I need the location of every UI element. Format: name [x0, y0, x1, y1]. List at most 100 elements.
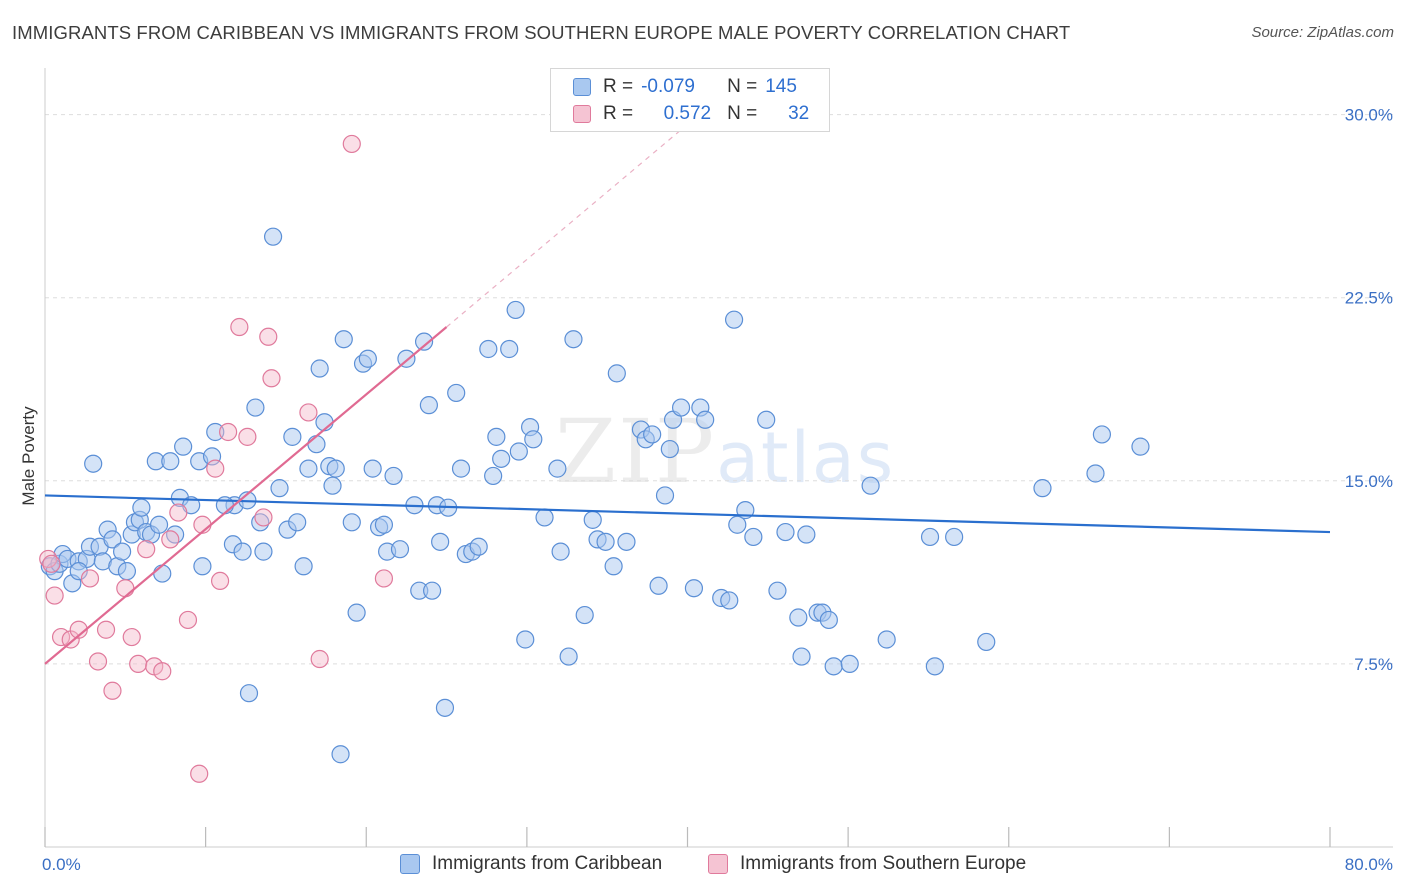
- data-point-southern-europe: [230, 317, 249, 337]
- legend-r-label: R =: [603, 76, 634, 97]
- data-point-caribbean: [945, 527, 964, 547]
- bottom-legend-label: Immigrants from Southern Europe: [740, 853, 1027, 874]
- axis-labels: 7.5% 15.0% 22.5% 30.0% 0.0% 80.0% Male Poverty: [19, 106, 1393, 874]
- legend-n-label: N =: [727, 103, 758, 124]
- data-point-southern-europe: [254, 508, 273, 527]
- data-point-caribbean: [1033, 479, 1052, 498]
- data-point-caribbean: [206, 422, 225, 442]
- data-point-caribbean: [299, 459, 318, 478]
- data-point-caribbean: [193, 557, 212, 576]
- data-point-caribbean: [564, 330, 583, 349]
- x-tick-label: 0.0%: [42, 855, 81, 874]
- data-point-caribbean: [307, 435, 326, 454]
- data-point-caribbean: [877, 630, 896, 649]
- data-point-caribbean: [535, 508, 554, 527]
- data-point-caribbean: [323, 476, 342, 495]
- data-point-caribbean: [374, 515, 394, 534]
- data-point-caribbean: [548, 459, 567, 478]
- y-tick-label: 7.5%: [1354, 655, 1393, 674]
- data-point-caribbean: [768, 581, 787, 600]
- data-point-southern-europe: [137, 540, 156, 559]
- trend-extension-southern-europe: [446, 123, 688, 328]
- data-point-caribbean: [254, 542, 273, 561]
- data-point-caribbean: [239, 684, 259, 703]
- data-point-caribbean: [797, 525, 816, 544]
- data-point-caribbean: [435, 698, 455, 717]
- legend-row-caribbean: R = -0.079 N = 145: [573, 75, 797, 99]
- data-point-caribbean: [1131, 437, 1150, 456]
- data-point-caribbean: [607, 364, 626, 383]
- data-point-southern-europe: [153, 662, 172, 681]
- data-point-caribbean: [792, 647, 811, 666]
- data-point-caribbean: [977, 632, 996, 652]
- bottom-swatch-pink: [708, 854, 728, 874]
- data-point-southern-europe: [299, 403, 318, 422]
- data-point-southern-europe: [116, 579, 135, 598]
- data-point-caribbean: [447, 383, 466, 403]
- data-point-caribbean: [347, 603, 366, 622]
- trend-line-caribbean: [44, 494, 1331, 534]
- data-point-southern-europe: [42, 554, 61, 573]
- data-point-caribbean: [132, 498, 151, 517]
- chart-title: IMMIGRANTS FROM CARIBBEAN VS IMMIGRANTS …: [12, 22, 1071, 43]
- data-point-southern-europe: [259, 327, 278, 346]
- y-tick-label: 15.0%: [1345, 472, 1393, 491]
- axes: [44, 68, 1393, 848]
- data-point-southern-europe: [129, 654, 148, 674]
- data-point-caribbean: [363, 459, 382, 478]
- data-point-southern-europe: [103, 681, 122, 700]
- data-point-caribbean: [484, 466, 503, 486]
- data-point-caribbean: [643, 425, 662, 444]
- data-point-caribbean: [423, 581, 442, 600]
- legend-r-value: 0.572: [663, 103, 712, 124]
- legend-row-southern-europe: R = 0.572 N = 32: [573, 102, 809, 126]
- data-point-southern-europe: [96, 620, 116, 639]
- data-point-caribbean: [294, 557, 313, 576]
- data-point-caribbean: [684, 579, 704, 598]
- data-point-caribbean: [153, 564, 172, 583]
- data-point-caribbean: [310, 359, 329, 378]
- bottom-swatch-blue: [400, 854, 420, 874]
- data-point-southern-europe: [342, 134, 361, 154]
- data-point-caribbean: [604, 557, 623, 576]
- data-point-caribbean: [1086, 464, 1105, 483]
- data-point-southern-europe: [262, 369, 281, 388]
- watermark: ZIPatlas: [555, 400, 895, 503]
- data-point-caribbean: [509, 442, 528, 461]
- data-point-caribbean: [596, 532, 615, 551]
- data-point-caribbean: [283, 427, 302, 446]
- data-point-caribbean: [358, 349, 377, 368]
- data-point-caribbean: [506, 300, 525, 320]
- correlation-legend: R = -0.079 N = 145 R = 0.572 N = 32: [550, 68, 830, 132]
- data-point-caribbean: [840, 654, 859, 674]
- data-point-southern-europe: [219, 422, 238, 442]
- data-point-caribbean: [479, 339, 498, 359]
- data-point-caribbean: [161, 452, 180, 471]
- data-point-caribbean: [334, 330, 353, 349]
- data-point-caribbean: [390, 540, 410, 559]
- data-point-caribbean: [331, 745, 350, 764]
- data-point-caribbean: [575, 605, 594, 625]
- data-point-caribbean: [384, 466, 403, 486]
- legend-n-value: 145: [765, 76, 797, 97]
- y-tick-label: 30.0%: [1345, 106, 1393, 125]
- bottom-legend-caribbean: Immigrants from Caribbean: [400, 851, 662, 877]
- data-point-southern-europe: [122, 627, 141, 647]
- data-point-caribbean: [342, 513, 361, 532]
- data-point-southern-europe: [210, 571, 230, 591]
- data-point-caribbean: [288, 513, 307, 532]
- data-point-southern-europe: [161, 530, 180, 549]
- legend-r-value: -0.079: [641, 76, 695, 97]
- legend-r-label: R =: [603, 103, 634, 124]
- data-point-caribbean: [263, 227, 283, 246]
- source-label: Source: ZipAtlas.com: [1251, 24, 1394, 41]
- data-point-southern-europe: [374, 569, 394, 588]
- data-point-caribbean: [516, 630, 535, 649]
- data-point-caribbean: [920, 527, 940, 547]
- data-point-southern-europe: [206, 459, 225, 478]
- gridlines: [45, 114, 1393, 665]
- legend-swatch-pink: [573, 105, 591, 123]
- bottom-legend-label: Immigrants from Caribbean: [432, 853, 663, 874]
- data-point-caribbean: [469, 537, 488, 556]
